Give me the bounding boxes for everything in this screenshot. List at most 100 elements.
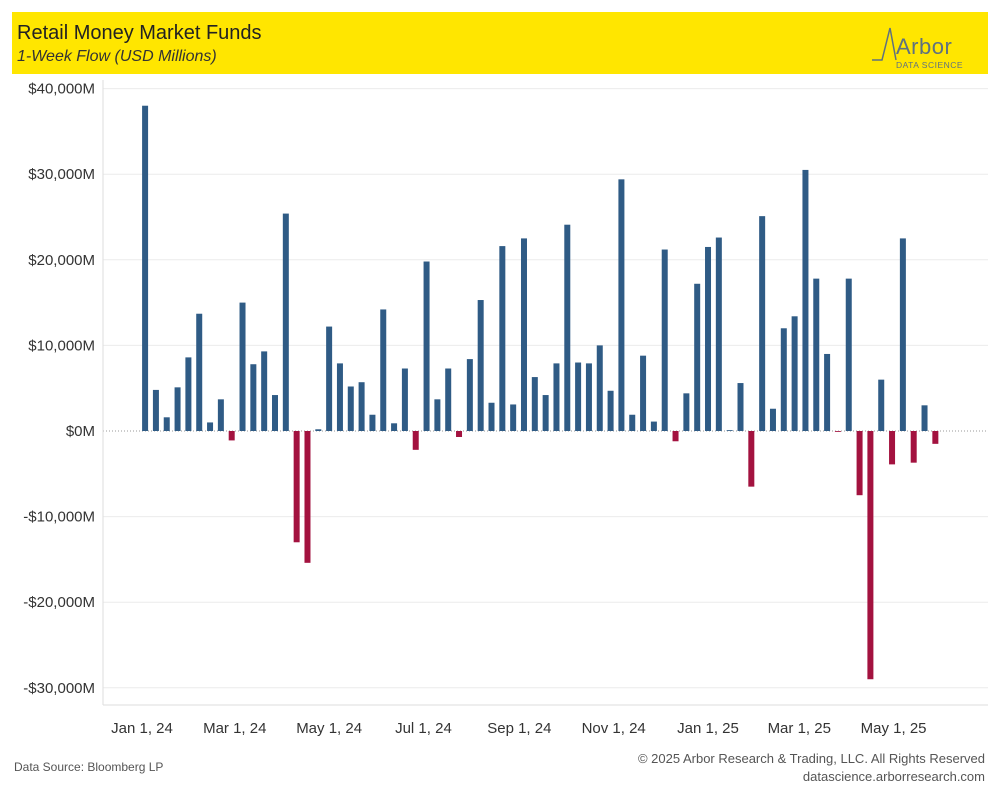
y-tick-label: $20,000M xyxy=(28,252,95,269)
bar[interactable] xyxy=(607,390,614,431)
bar[interactable] xyxy=(196,313,203,431)
bar[interactable] xyxy=(477,300,484,431)
bar[interactable] xyxy=(217,399,224,431)
bar[interactable] xyxy=(802,169,809,432)
bar[interactable] xyxy=(910,431,917,463)
data-source: Data Source: Bloomberg LP xyxy=(14,760,164,774)
y-tick-label: $10,000M xyxy=(28,337,95,354)
logo-text: Arbor xyxy=(896,34,953,59)
bar[interactable] xyxy=(152,389,159,431)
y-tick-label: -$30,000M xyxy=(23,680,95,697)
bar[interactable] xyxy=(813,278,820,431)
bar[interactable] xyxy=(899,238,906,431)
x-tick-label: Sep 1, 24 xyxy=(487,720,551,737)
x-axis-ticks: Jan 1, 24 Mar 1, 24 May 1, 24 Jul 1, 24 Sep … xyxy=(111,720,926,737)
bar[interactable] xyxy=(347,386,354,431)
bar[interactable] xyxy=(466,359,473,431)
bar[interactable] xyxy=(207,422,214,431)
bar[interactable] xyxy=(780,328,787,431)
bar[interactable] xyxy=(553,363,560,431)
bar[interactable] xyxy=(769,408,776,431)
bar[interactable] xyxy=(672,431,679,442)
bar[interactable] xyxy=(336,363,343,431)
x-tick-label: Jan 1, 24 xyxy=(111,720,173,737)
bar[interactable] xyxy=(401,368,408,431)
bar[interactable] xyxy=(531,377,538,431)
x-tick-label: May 1, 25 xyxy=(861,720,927,737)
bar[interactable] xyxy=(239,302,246,431)
y-tick-label: -$20,000M xyxy=(23,594,95,611)
bar[interactable] xyxy=(791,316,798,431)
bar[interactable] xyxy=(142,105,149,431)
bar[interactable] xyxy=(759,216,766,431)
bar[interactable] xyxy=(878,379,885,431)
bar[interactable] xyxy=(163,417,170,431)
bar[interactable] xyxy=(412,431,419,450)
bar[interactable] xyxy=(272,395,278,431)
bar[interactable] xyxy=(228,431,235,441)
bar[interactable] xyxy=(737,383,744,431)
bar[interactable] xyxy=(423,261,430,431)
bar[interactable] xyxy=(683,393,690,431)
bar[interactable] xyxy=(174,387,181,431)
bar[interactable] xyxy=(694,283,701,431)
y-tick-label: $30,000M xyxy=(28,166,95,183)
bar[interactable] xyxy=(824,353,831,431)
bar[interactable] xyxy=(315,429,322,431)
header-banner: Retail Money Market Funds 1-Week Flow (U… xyxy=(12,12,988,74)
bar[interactable] xyxy=(856,431,863,496)
bar[interactable] xyxy=(585,363,592,431)
bar[interactable] xyxy=(488,402,495,431)
bar[interactable] xyxy=(618,179,625,431)
bar[interactable] xyxy=(661,249,668,431)
bar[interactable] xyxy=(542,395,549,431)
bar[interactable] xyxy=(250,364,257,431)
y-tick-label: $0M xyxy=(66,423,95,440)
bar[interactable] xyxy=(380,309,387,431)
bar[interactable] xyxy=(358,382,365,431)
bar[interactable] xyxy=(282,213,289,431)
bar[interactable] xyxy=(520,238,527,431)
bar[interactable] xyxy=(456,431,463,437)
bar[interactable] xyxy=(921,405,928,431)
bar[interactable] xyxy=(748,431,755,487)
bar[interactable] xyxy=(640,355,647,431)
bar[interactable] xyxy=(575,362,582,431)
bar[interactable] xyxy=(564,224,571,431)
bar[interactable] xyxy=(445,368,452,431)
y-tick-label: -$10,000M xyxy=(23,509,95,526)
bar[interactable] xyxy=(499,246,506,431)
arbor-logo: Arbor DATA SCIENCE xyxy=(870,20,974,70)
bar[interactable] xyxy=(293,431,300,543)
x-tick-label: Mar 1, 24 xyxy=(203,720,266,737)
bar[interactable] xyxy=(845,278,852,431)
bar[interactable] xyxy=(726,430,733,431)
bar[interactable] xyxy=(629,414,636,431)
bar-chart: $40,000M $30,000M $20,000M $10,000M $0M -$10,… xyxy=(23,80,988,737)
bar[interactable] xyxy=(834,431,841,432)
bar[interactable] xyxy=(705,246,712,431)
x-tick-label: Nov 1, 24 xyxy=(582,720,646,737)
website-link[interactable]: datascience.arborresearch.com xyxy=(802,769,985,784)
bar[interactable] xyxy=(434,399,441,431)
bar[interactable] xyxy=(596,345,603,431)
bar[interactable] xyxy=(889,431,896,465)
chart-subtitle: 1-Week Flow (USD Millions) xyxy=(17,48,217,65)
bar[interactable] xyxy=(369,414,376,431)
x-tick-label: May 1, 24 xyxy=(296,720,362,737)
bar[interactable] xyxy=(391,423,398,431)
chart-title: Retail Money Market Funds xyxy=(17,22,262,44)
bar[interactable] xyxy=(715,237,722,431)
footer-credits: © 2025 Arbor Research & Trading, LLC. Al… xyxy=(638,750,985,786)
copyright-text: © 2025 Arbor Research & Trading, LLC. Al… xyxy=(637,751,985,766)
bar[interactable] xyxy=(650,421,657,431)
bar[interactable] xyxy=(932,431,939,444)
logo-subtext: DATA SCIENCE xyxy=(896,60,964,70)
bar[interactable] xyxy=(261,351,268,431)
bar[interactable] xyxy=(185,357,192,431)
bar[interactable] xyxy=(304,431,311,563)
bar[interactable] xyxy=(326,326,333,431)
bar[interactable] xyxy=(867,431,874,680)
bar[interactable] xyxy=(510,404,517,431)
grid-lines xyxy=(102,80,988,706)
